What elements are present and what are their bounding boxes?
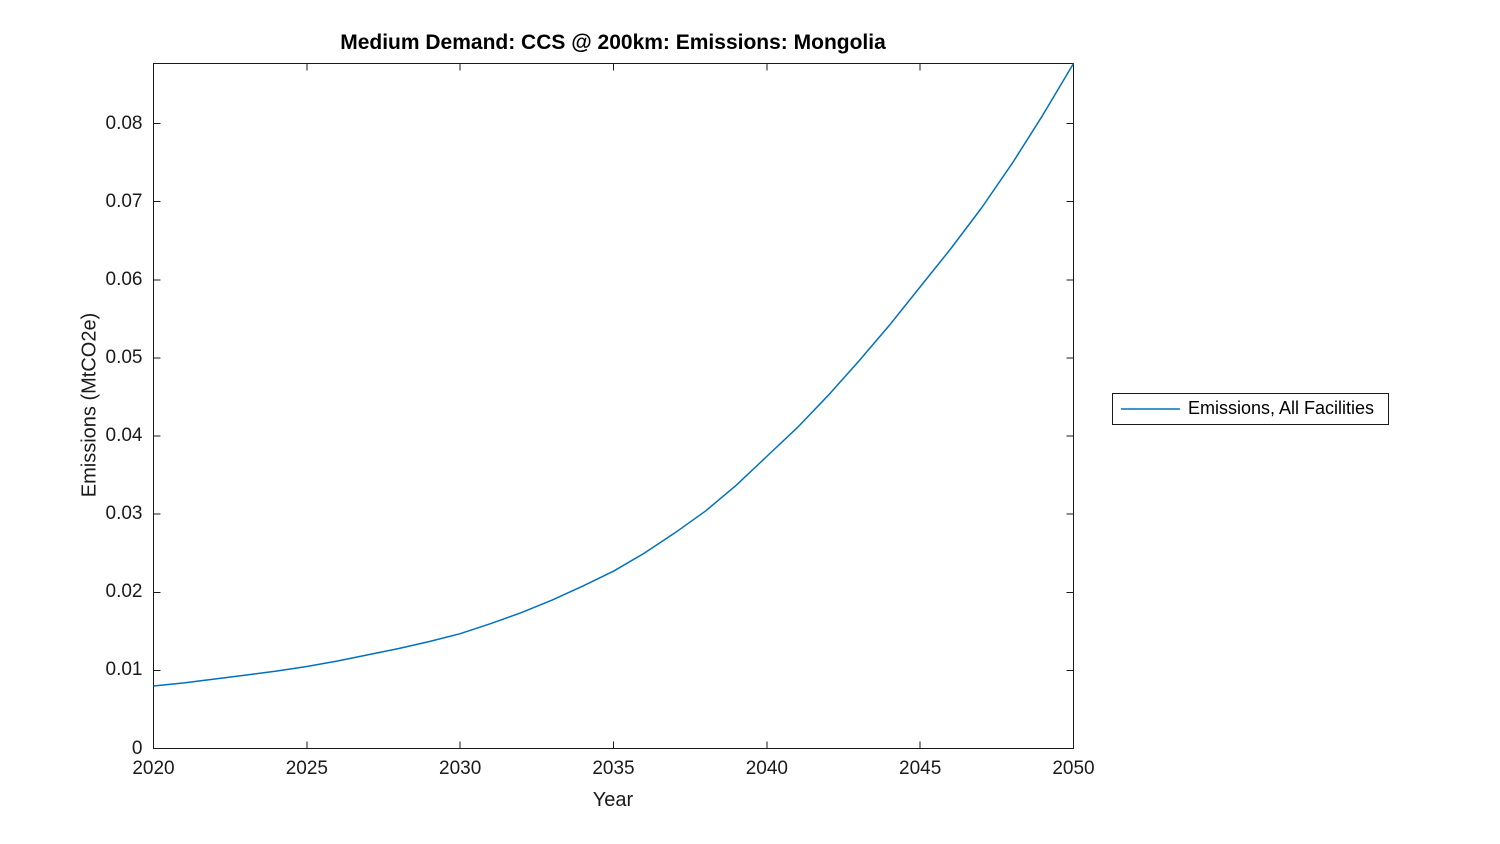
y-tick-label: 0.04: [105, 425, 143, 447]
y-tick-label: 0: [131, 737, 143, 759]
tick-marks: [153, 63, 1074, 749]
x-tick-label: 2050: [1052, 758, 1095, 779]
y-tick-label: 0.06: [105, 268, 143, 290]
y-tick-label: 0.03: [105, 503, 143, 525]
emissions-line-series: [153, 63, 1075, 687]
chart-title: Medium Demand: CCS @ 200km: Emissions: M…: [340, 31, 886, 54]
y-tick-label: 0.05: [105, 346, 143, 368]
legend-entry-label: Emissions, All Facilities: [1188, 398, 1375, 418]
x-tick-label: 2030: [439, 758, 482, 779]
y-tick-label: 0.01: [105, 659, 143, 681]
x-tick-label: 2045: [899, 758, 942, 779]
y-tick-label: 0.08: [105, 112, 143, 134]
x-tick-label: 2020: [132, 758, 175, 779]
y-tick-label: 0.07: [105, 190, 143, 212]
axes-box: [153, 63, 1074, 749]
x-axis-label: Year: [592, 789, 634, 811]
y-axis-label: Emissions (MtCO2e): [78, 312, 101, 498]
x-tick-label: 2040: [745, 758, 788, 779]
y-tick-label: 0.02: [105, 581, 143, 603]
x-tick-label: 2035: [592, 758, 635, 779]
x-tick-label: 2025: [285, 758, 328, 779]
